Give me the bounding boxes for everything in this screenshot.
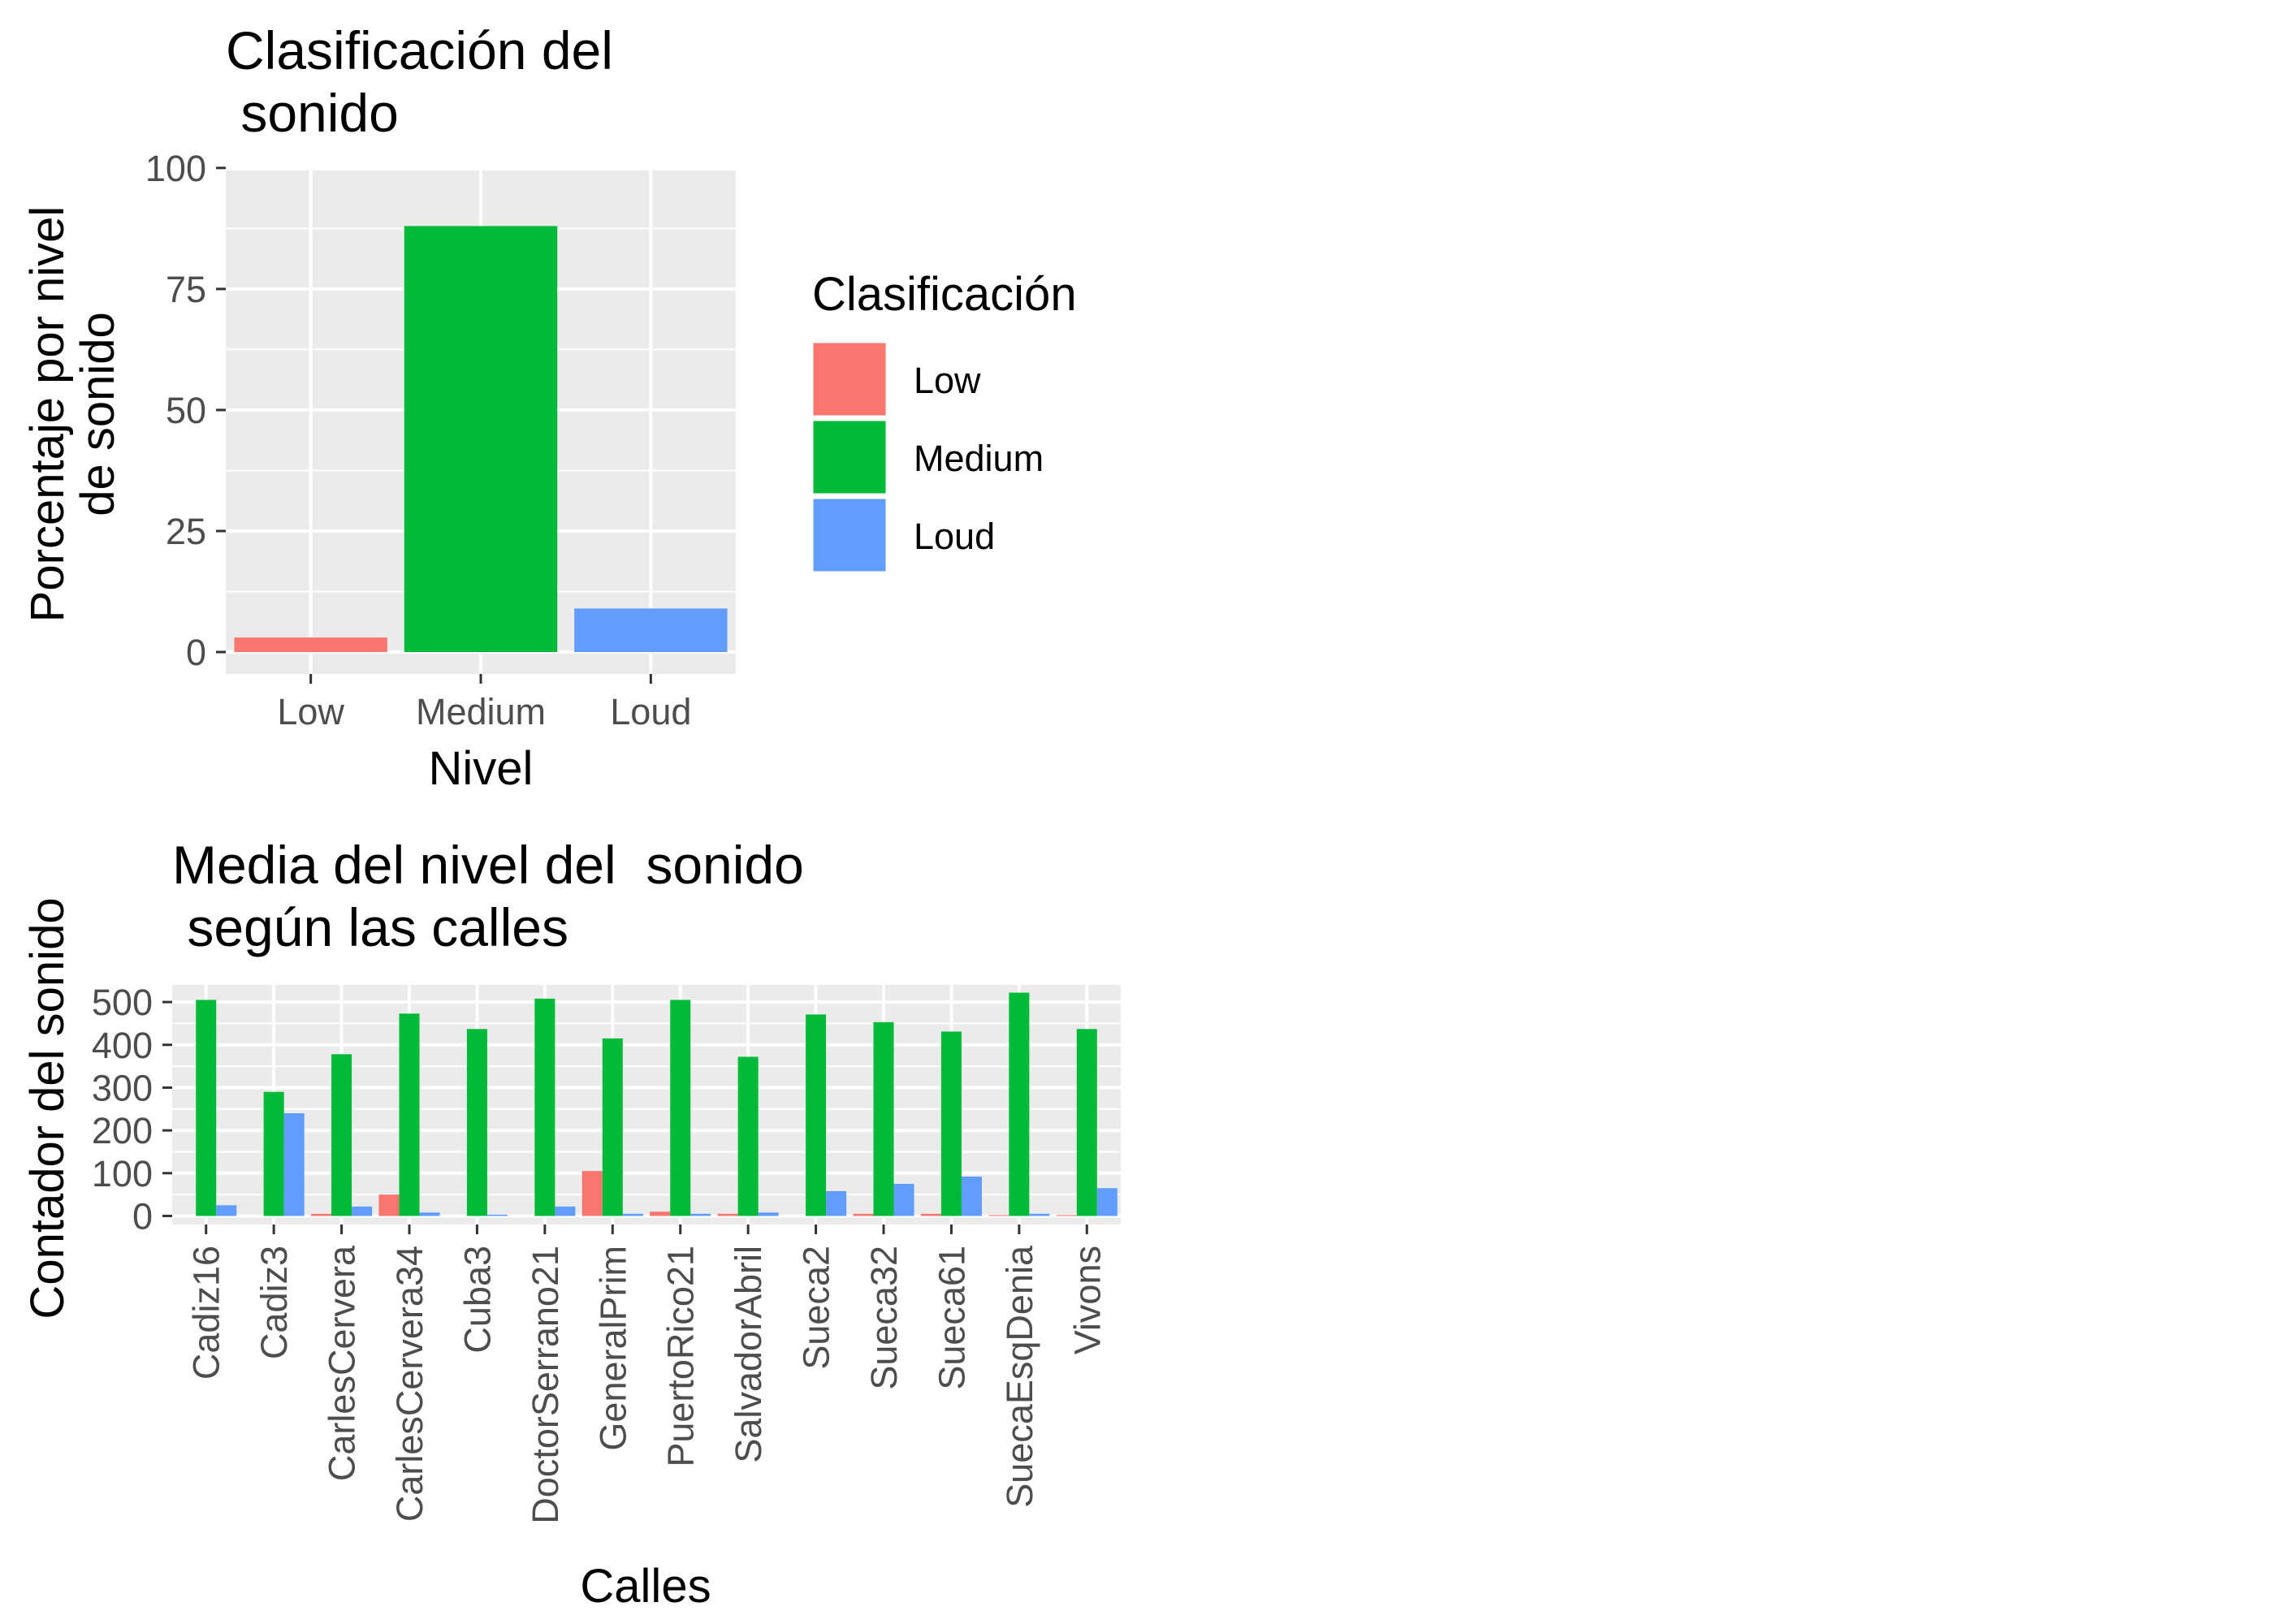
bar-Sueca32-low	[853, 1213, 874, 1216]
x-tick-label: Cadiz3	[253, 1246, 295, 1359]
bar-CarlesCervera-loud	[352, 1206, 373, 1216]
y-tick-label: 100	[145, 148, 206, 189]
bar-PuertoRico21-low	[650, 1212, 671, 1216]
legend-key-low	[811, 340, 888, 418]
y-tick-label: 25	[166, 511, 206, 552]
y-tick-label: 50	[166, 390, 206, 431]
bar-loud	[574, 608, 728, 652]
y-tick-label: 0	[186, 632, 206, 673]
bar-Cadiz3-medium	[263, 1091, 284, 1216]
bar-SuecaEsqDenia-medium	[1009, 992, 1030, 1216]
bar-SuecaEsqDenia-loud	[1029, 1213, 1050, 1216]
bar-CarlesCervera-medium	[331, 1054, 352, 1216]
bar-CarlesCervera34-low	[378, 1194, 400, 1216]
bar-Sueca32-medium	[873, 1021, 894, 1216]
legend-label-loud: Loud	[914, 516, 995, 557]
legend-label-low: Low	[914, 360, 981, 401]
legend-title: Clasificación	[812, 268, 1077, 321]
bar-PuertoRico21-medium	[670, 1000, 691, 1216]
x-tick-label: Cadiz16	[186, 1246, 227, 1380]
bar-low	[234, 637, 387, 652]
bar-GeneralPrim-low	[581, 1171, 603, 1216]
bar-SalvadorAbril-medium	[737, 1056, 759, 1216]
legend-label-medium: Medium	[914, 438, 1044, 479]
chart-2: Media del nivel del sonido según las cal…	[21, 835, 1121, 1613]
legend-key-medium	[811, 418, 888, 496]
bar-CarlesCervera34-medium	[399, 1013, 420, 1216]
x-tick-label: Medium	[416, 691, 546, 732]
x-tick-label: DoctorSerrano21	[525, 1246, 566, 1524]
y-tick-label: 200	[92, 1110, 153, 1151]
bar-DoctorSerrano21-medium	[534, 998, 556, 1216]
chart-1-title-line-1: Clasificación del	[226, 20, 613, 80]
y-tick-label: 500	[92, 982, 153, 1023]
chart-1-y-axis-title-line-1: Porcentaje por nivel	[21, 206, 74, 623]
bar-GeneralPrim-loud	[622, 1213, 643, 1216]
x-tick-label: SalvadorAbril	[728, 1246, 769, 1463]
x-tick-label: GeneralPrim	[592, 1246, 633, 1451]
y-tick-label: 75	[166, 269, 206, 310]
chart-1-bars	[234, 226, 728, 652]
chart-1-y-axis: 0 25 50 75 100	[145, 148, 226, 673]
chart-2-title-line-2: según las calles	[172, 897, 568, 957]
x-tick-label: Sueca2	[796, 1246, 837, 1370]
bar-CarlesCervera-low	[311, 1213, 332, 1216]
x-tick-label: Loud	[610, 691, 691, 732]
x-tick-label: Sueca61	[931, 1246, 972, 1390]
bar-SalvadorAbril-loud	[758, 1212, 779, 1216]
bar-CarlesCervera34-loud	[419, 1212, 440, 1216]
bar-Sueca32-loud	[893, 1183, 914, 1216]
y-tick-label: 100	[92, 1153, 153, 1194]
bar-GeneralPrim-medium	[602, 1038, 623, 1216]
bar-PuertoRico21-loud	[690, 1213, 711, 1216]
chart-1-x-axis: Low Medium Loud	[277, 674, 691, 732]
chart-1: Clasificación del sonido 0 25 50 75 100 Low M…	[21, 20, 1077, 795]
bar-Sueca2-loud	[826, 1190, 847, 1216]
bar-Cadiz3-loud	[283, 1113, 305, 1216]
x-tick-label: CarlesCervera	[322, 1245, 363, 1481]
chart-2-title-line-1: Media del nivel del sonido	[172, 835, 804, 895]
bar-Sueca61-low	[920, 1213, 941, 1216]
x-tick-label: PuertoRico21	[660, 1246, 702, 1467]
bar-Vivons-loud	[1096, 1188, 1118, 1216]
y-tick-label: 400	[92, 1025, 153, 1066]
x-tick-label: Sueca32	[863, 1246, 905, 1390]
bar-SuecaEsqDenia-low	[988, 1215, 1009, 1216]
x-tick-label: Low	[277, 691, 344, 732]
bar-Sueca61-medium	[940, 1031, 962, 1216]
bar-SalvadorAbril-low	[717, 1213, 738, 1216]
bar-DoctorSerrano21-loud	[555, 1206, 576, 1216]
chart-2-y-axis-title: Contador del sonido	[21, 897, 74, 1319]
bar-Vivons-low	[1056, 1215, 1077, 1216]
legend-key-loud	[811, 496, 888, 574]
chart-1-legend: Clasificación Low Medium Loud	[811, 268, 1077, 574]
chart-2-x-axis-title: Calles	[580, 1560, 711, 1613]
y-tick-label: 300	[92, 1067, 153, 1108]
x-tick-label: SuecaEsqDenia	[999, 1245, 1040, 1508]
bar-Cuba3-loud	[486, 1214, 508, 1216]
bar-Sueca61-loud	[961, 1177, 982, 1216]
bar-Cadiz16-loud	[216, 1205, 237, 1216]
chart-2-x-axis: Cadiz16 Cadiz3 CarlesCervera CarlesCervera3…	[186, 1224, 1108, 1524]
bar-Cuba3-medium	[466, 1029, 487, 1216]
bar-medium	[404, 226, 558, 652]
bar-Vivons-medium	[1076, 1029, 1097, 1216]
chart-1-x-axis-title: Nivel	[429, 742, 534, 795]
y-tick-label: 0	[132, 1195, 153, 1237]
bar-Sueca2-medium	[806, 1014, 827, 1216]
bar-Cadiz16-medium	[196, 1000, 217, 1216]
chart-1-y-axis-title-line-2: de sonido	[71, 312, 124, 516]
x-tick-label: Vivons	[1066, 1246, 1108, 1354]
chart-1-title-line-2: sonido	[226, 83, 399, 143]
x-tick-label: Cuba3	[456, 1246, 498, 1354]
chart-2-bars	[196, 992, 1118, 1216]
x-tick-label: CarlesCervera34	[389, 1246, 430, 1522]
